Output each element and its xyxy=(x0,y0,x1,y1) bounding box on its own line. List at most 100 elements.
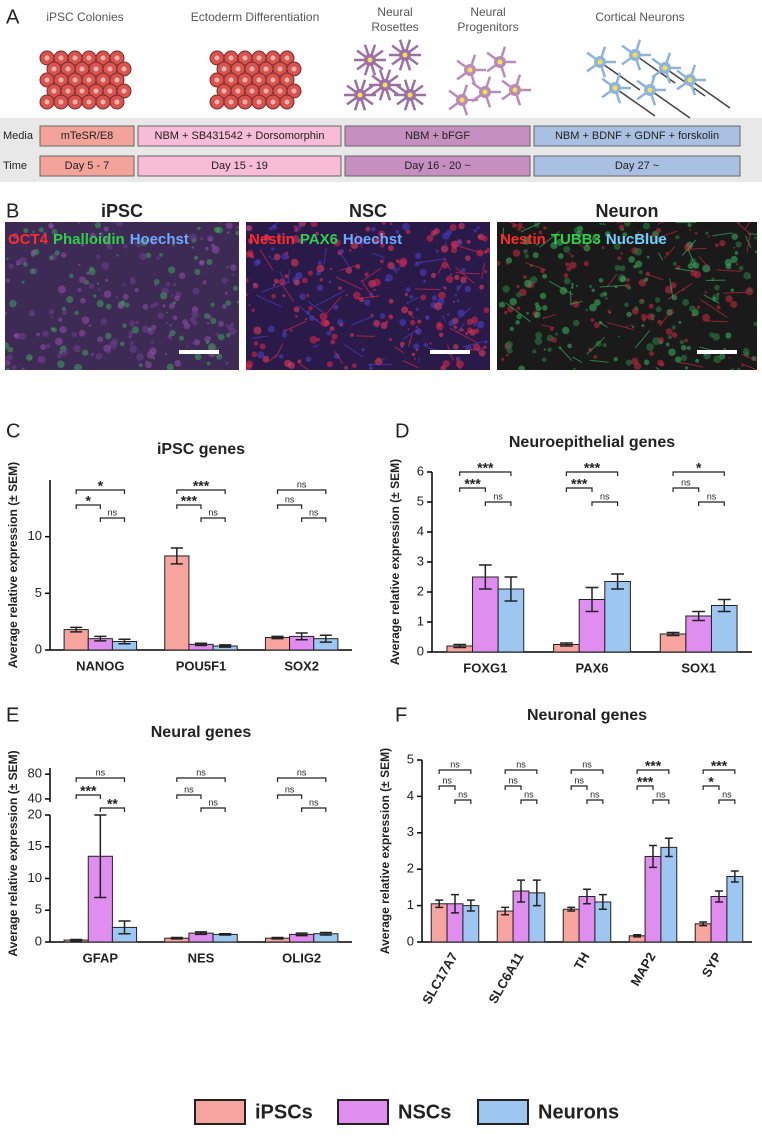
row-label: Time xyxy=(3,160,27,172)
y-tick-label: 15 xyxy=(28,838,42,853)
cell-nucleus xyxy=(249,88,255,94)
cell-nucleus xyxy=(256,99,262,105)
micrograph-speck xyxy=(395,229,400,235)
micrograph-fiber xyxy=(520,222,541,233)
micrograph-speck xyxy=(409,319,416,326)
micrograph-speck xyxy=(49,255,54,261)
significance-label: ns xyxy=(309,507,319,517)
x-tick-label: SYP xyxy=(699,949,725,979)
significance-bracket xyxy=(75,794,101,799)
micrograph-speck xyxy=(570,285,574,289)
micrograph-speck xyxy=(415,307,419,311)
cell-nucleus xyxy=(93,66,99,72)
micrograph-speck xyxy=(644,277,649,282)
micrograph-fiber xyxy=(326,296,342,315)
stage-label: Progenitors xyxy=(457,20,518,34)
micrograph-speck xyxy=(226,332,231,338)
micrograph-speck xyxy=(210,318,217,325)
micrograph-speck xyxy=(665,342,670,347)
significance-bracket xyxy=(454,799,472,804)
micrograph-speck xyxy=(457,309,465,317)
micrograph-speck xyxy=(298,222,306,227)
micrograph-fiber xyxy=(415,258,447,264)
micrograph-speck xyxy=(465,331,469,335)
stage-label: iPSC Colonies xyxy=(46,10,123,24)
micrograph-speck xyxy=(29,268,36,275)
stage-label: Rosettes xyxy=(371,20,418,34)
micrograph-speck xyxy=(124,302,130,308)
micrograph-speck xyxy=(320,319,329,327)
micrograph-fiber xyxy=(344,344,364,358)
error-bar xyxy=(730,870,739,883)
micrograph-speck xyxy=(601,246,605,250)
y-tick-label: 20 xyxy=(28,806,42,821)
cell-nucleus xyxy=(51,88,57,94)
micrograph-speck xyxy=(605,297,608,300)
micrograph-speck xyxy=(54,337,63,346)
x-tick-label: SLC6A11 xyxy=(485,950,526,1006)
micrograph-speck xyxy=(77,288,82,292)
micrograph-speck xyxy=(225,300,232,306)
micrograph-speck xyxy=(326,330,332,336)
micrograph-fiber xyxy=(323,248,327,265)
micrograph-fiber xyxy=(404,307,415,319)
micrograph-fiber xyxy=(395,260,406,274)
error-bar xyxy=(219,932,232,936)
error-bar xyxy=(504,576,518,602)
legend-label: NSCs xyxy=(398,1101,451,1123)
micrograph-speck xyxy=(78,330,86,337)
micrograph-speck xyxy=(696,305,701,310)
error-bar xyxy=(170,936,183,940)
micrograph-speck xyxy=(634,247,643,256)
micrograph-speck xyxy=(413,343,420,350)
micrograph-speck xyxy=(370,313,374,317)
micrograph-speck xyxy=(695,358,699,363)
micrograph-speck xyxy=(382,358,385,361)
cell-nucleus xyxy=(72,77,78,83)
micrograph-speck xyxy=(657,319,662,325)
micrograph-speck xyxy=(11,365,17,370)
micrograph-speck xyxy=(207,315,212,320)
micrograph-fiber xyxy=(532,368,535,370)
micrograph-speck xyxy=(671,325,677,330)
micrograph-speck xyxy=(535,305,542,312)
micrograph-speck xyxy=(89,266,94,271)
micrograph-speck xyxy=(674,356,682,363)
micrograph-speck xyxy=(461,267,466,273)
micrograph-speck xyxy=(59,326,67,334)
cell-nucleus xyxy=(107,88,113,94)
stain-name: Nestin xyxy=(249,231,295,248)
micrograph-speck xyxy=(515,320,520,325)
micrograph-speck xyxy=(430,272,437,279)
micrograph-speck xyxy=(60,252,67,258)
micrograph-speck xyxy=(593,355,598,359)
micrograph-speck xyxy=(449,223,457,231)
micrograph-speck xyxy=(267,325,275,333)
y-tick-label: 5 xyxy=(407,751,414,766)
micrograph-speck xyxy=(122,293,129,300)
micrograph-fiber xyxy=(688,247,707,250)
micrograph-fiber xyxy=(636,231,640,239)
micrograph-fiber xyxy=(402,327,420,340)
micrograph-speck xyxy=(523,249,528,254)
micrograph-speck xyxy=(389,222,393,226)
micrograph-speck xyxy=(736,367,741,370)
micrograph-speck xyxy=(271,247,275,251)
significance-label: ns xyxy=(582,759,592,769)
micrograph-fiber xyxy=(606,321,634,331)
micrograph-speck xyxy=(505,353,509,357)
micrograph-speck xyxy=(497,260,501,266)
micrograph-speck xyxy=(563,245,571,253)
micrograph-fiber xyxy=(674,267,694,272)
micrograph-speck xyxy=(164,353,168,356)
micrograph-speck xyxy=(716,292,720,296)
micrograph-speck xyxy=(246,278,249,283)
micrograph-speck xyxy=(684,366,689,370)
cell-nucleus xyxy=(214,77,220,83)
stage-label: Neural xyxy=(470,5,505,19)
micrograph-speck xyxy=(704,291,708,294)
micrograph-speck xyxy=(80,242,85,247)
micrograph-speck xyxy=(731,233,739,241)
significance-bracket xyxy=(276,504,303,509)
micrograph-fiber xyxy=(453,244,484,254)
